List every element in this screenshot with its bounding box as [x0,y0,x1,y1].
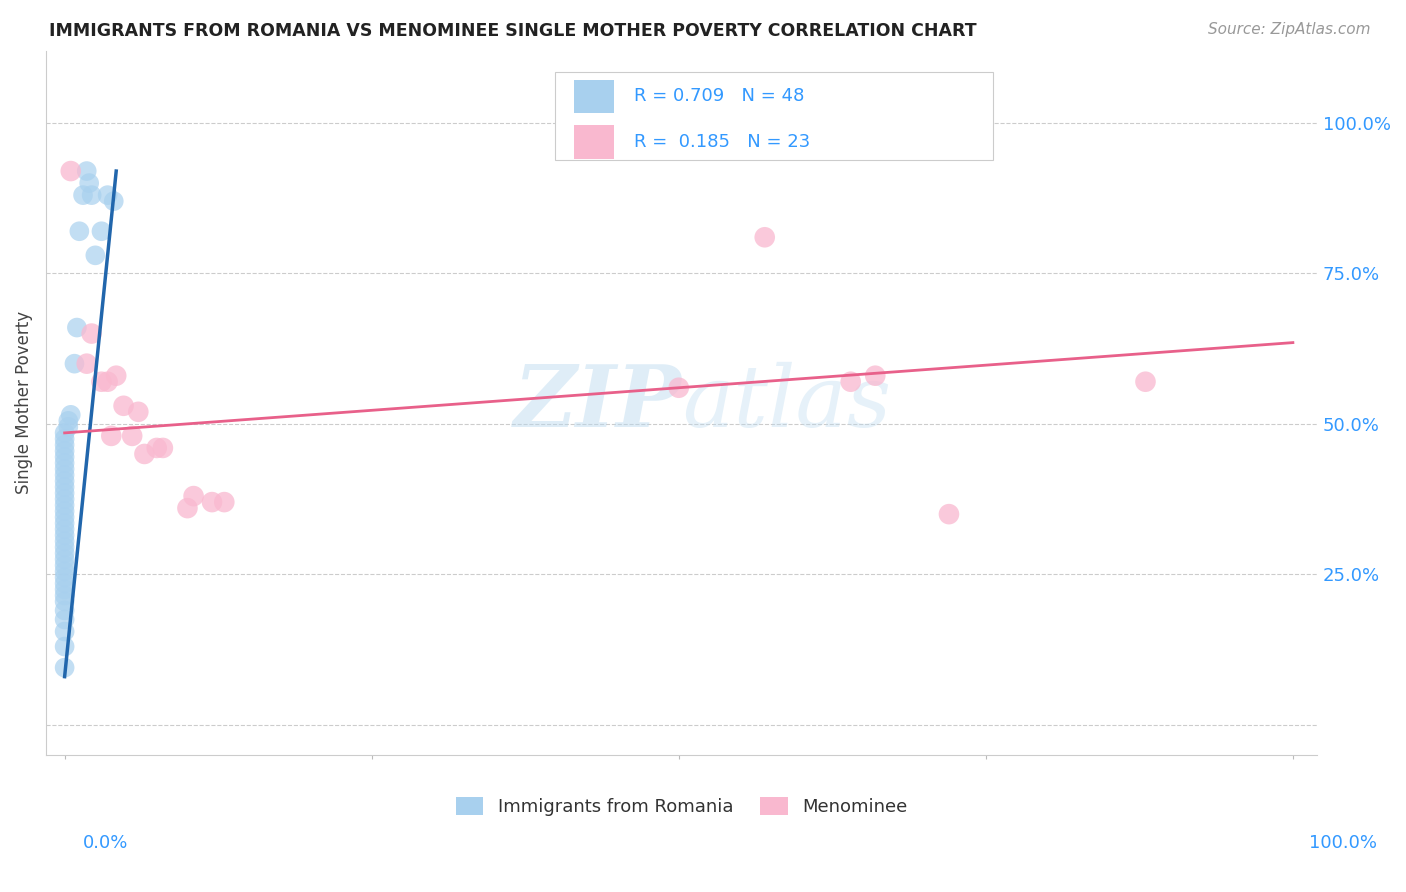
Point [63,357,86,371]
Point [53,660,76,674]
Point [97,188,120,202]
Point [76,357,98,371]
Legend: Immigrants from Romania, Menominee: Immigrants from Romania, Menominee [457,797,907,816]
Point [84,248,107,262]
Point [105,368,128,383]
Point [67,224,90,238]
Point [53,582,76,597]
Point [53,528,76,542]
Point [53,510,76,524]
Text: Source: ZipAtlas.com: Source: ZipAtlas.com [1208,22,1371,37]
Point [53,516,76,531]
Point [58,420,80,434]
Point [53,425,76,440]
Point [865,368,887,383]
Point [59,408,82,422]
Point [183,489,205,503]
Point [53,603,76,617]
Point [58,414,80,428]
Point [53,570,76,584]
Point [53,534,76,549]
Point [53,594,76,608]
Text: IMMIGRANTS FROM ROMANIA VS MENOMINEE SINGLE MOTHER POVERTY CORRELATION CHART: IMMIGRANTS FROM ROMANIA VS MENOMINEE SIN… [49,22,977,40]
Point [77,176,100,190]
Point [72,188,94,202]
Point [53,576,76,591]
Point [66,320,89,334]
Point [103,194,125,209]
Point [53,492,76,507]
Point [59,164,82,178]
Text: R =  0.185   N = 23: R = 0.185 N = 23 [634,133,810,152]
Point [112,399,135,413]
Y-axis label: Single Mother Poverty: Single Mother Poverty [15,311,32,494]
Point [201,495,224,509]
Text: R = 0.709   N = 48: R = 0.709 N = 48 [634,87,804,105]
Point [53,438,76,452]
Point [53,456,76,470]
Point [53,468,76,483]
Point [145,441,167,455]
Text: 0.0%: 0.0% [83,834,128,852]
Point [90,224,112,238]
Point [134,447,156,461]
Point [127,405,149,419]
Point [214,495,236,509]
Point [53,624,76,639]
Point [754,230,776,244]
Point [53,558,76,573]
Point [80,326,103,341]
Point [176,501,198,516]
Point [76,164,98,178]
Point [90,375,112,389]
Point [839,375,862,389]
Point [53,486,76,500]
Point [53,498,76,512]
Point [53,450,76,464]
Point [53,546,76,560]
Point [121,429,143,443]
Point [53,444,76,458]
Point [668,381,690,395]
Point [53,640,76,654]
Bar [574,126,614,159]
Point [1135,375,1157,389]
Text: 100.0%: 100.0% [1309,834,1376,852]
FancyBboxPatch shape [555,72,993,160]
Point [53,504,76,518]
Point [53,588,76,602]
Point [53,474,76,488]
Point [53,552,76,566]
Point [80,188,103,202]
Point [938,507,960,521]
Point [53,462,76,476]
Point [53,612,76,626]
Point [53,564,76,578]
Point [97,375,120,389]
Bar [574,79,614,113]
Text: atlas: atlas [682,361,891,444]
Point [152,441,174,455]
Point [53,522,76,536]
Text: ZIP: ZIP [515,361,682,444]
Point [53,541,76,555]
Point [53,480,76,494]
Point [100,429,122,443]
Point [53,432,76,446]
